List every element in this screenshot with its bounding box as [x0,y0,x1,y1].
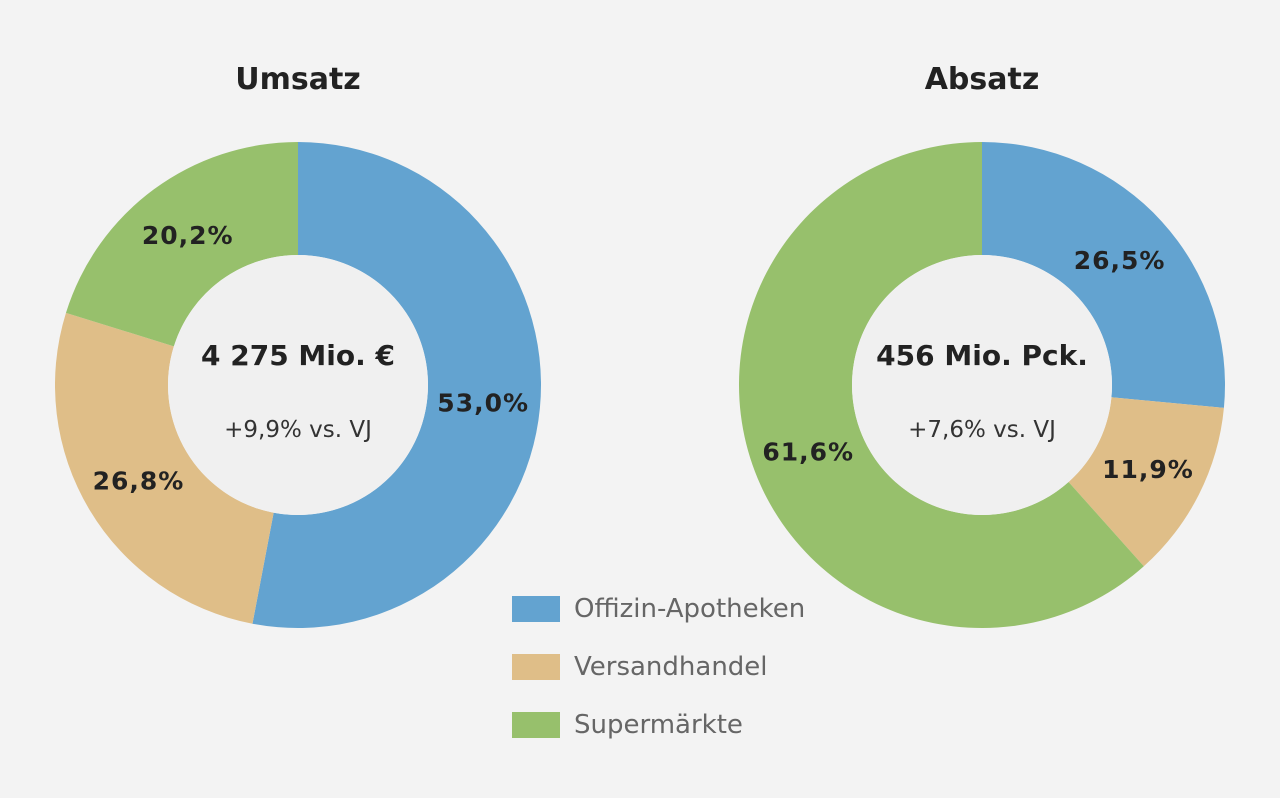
slice-absatz-supermarkt [738,142,1144,629]
chart-title-absatz: Absatz [924,62,1040,97]
center-value-umsatz: 4 275 Mio. € [201,339,395,372]
slice-label-absatz-offizin: 26,5% [1074,246,1166,275]
slice-label-absatz-supermarkt: 61,6% [762,437,854,466]
center-change-absatz: +7,6% vs. VJ [908,417,1056,443]
slice-absatz-offizin [982,142,1225,408]
slice-umsatz-supermarkt [65,142,298,347]
slice-umsatz-offizin [252,141,542,628]
legend: Offizin-Apotheken Versandhandel Supermär… [512,580,805,754]
legend-swatch-supermarkt [512,712,560,738]
legend-item-supermarkt: Supermärkte [512,696,805,754]
slice-label-absatz-versand: 11,9% [1102,455,1194,484]
legend-item-offizin: Offizin-Apotheken [512,580,805,638]
slice-label-umsatz-versand: 26,8% [93,467,185,496]
slice-label-umsatz-supermarkt: 20,2% [142,221,234,250]
slice-absatz-versand [1068,397,1224,567]
legend-item-versand: Versandhandel [512,638,805,696]
legend-label-offizin: Offizin-Apotheken [574,594,806,624]
legend-label-supermarkt: Supermärkte [574,710,743,740]
legend-label-versand: Versandhandel [574,652,768,682]
center-change-umsatz: +9,9% vs. VJ [224,417,372,443]
legend-swatch-offizin [512,596,560,622]
legend-swatch-versand [512,654,560,680]
donut-hole-absatz [852,255,1112,515]
slice-umsatz-versand [55,312,274,624]
center-value-absatz: 456 Mio. Pck. [876,339,1088,372]
donut-hole-umsatz [168,255,428,515]
chart-title-umsatz: Umsatz [235,62,361,97]
slice-label-umsatz-offizin: 53,0% [437,389,529,418]
